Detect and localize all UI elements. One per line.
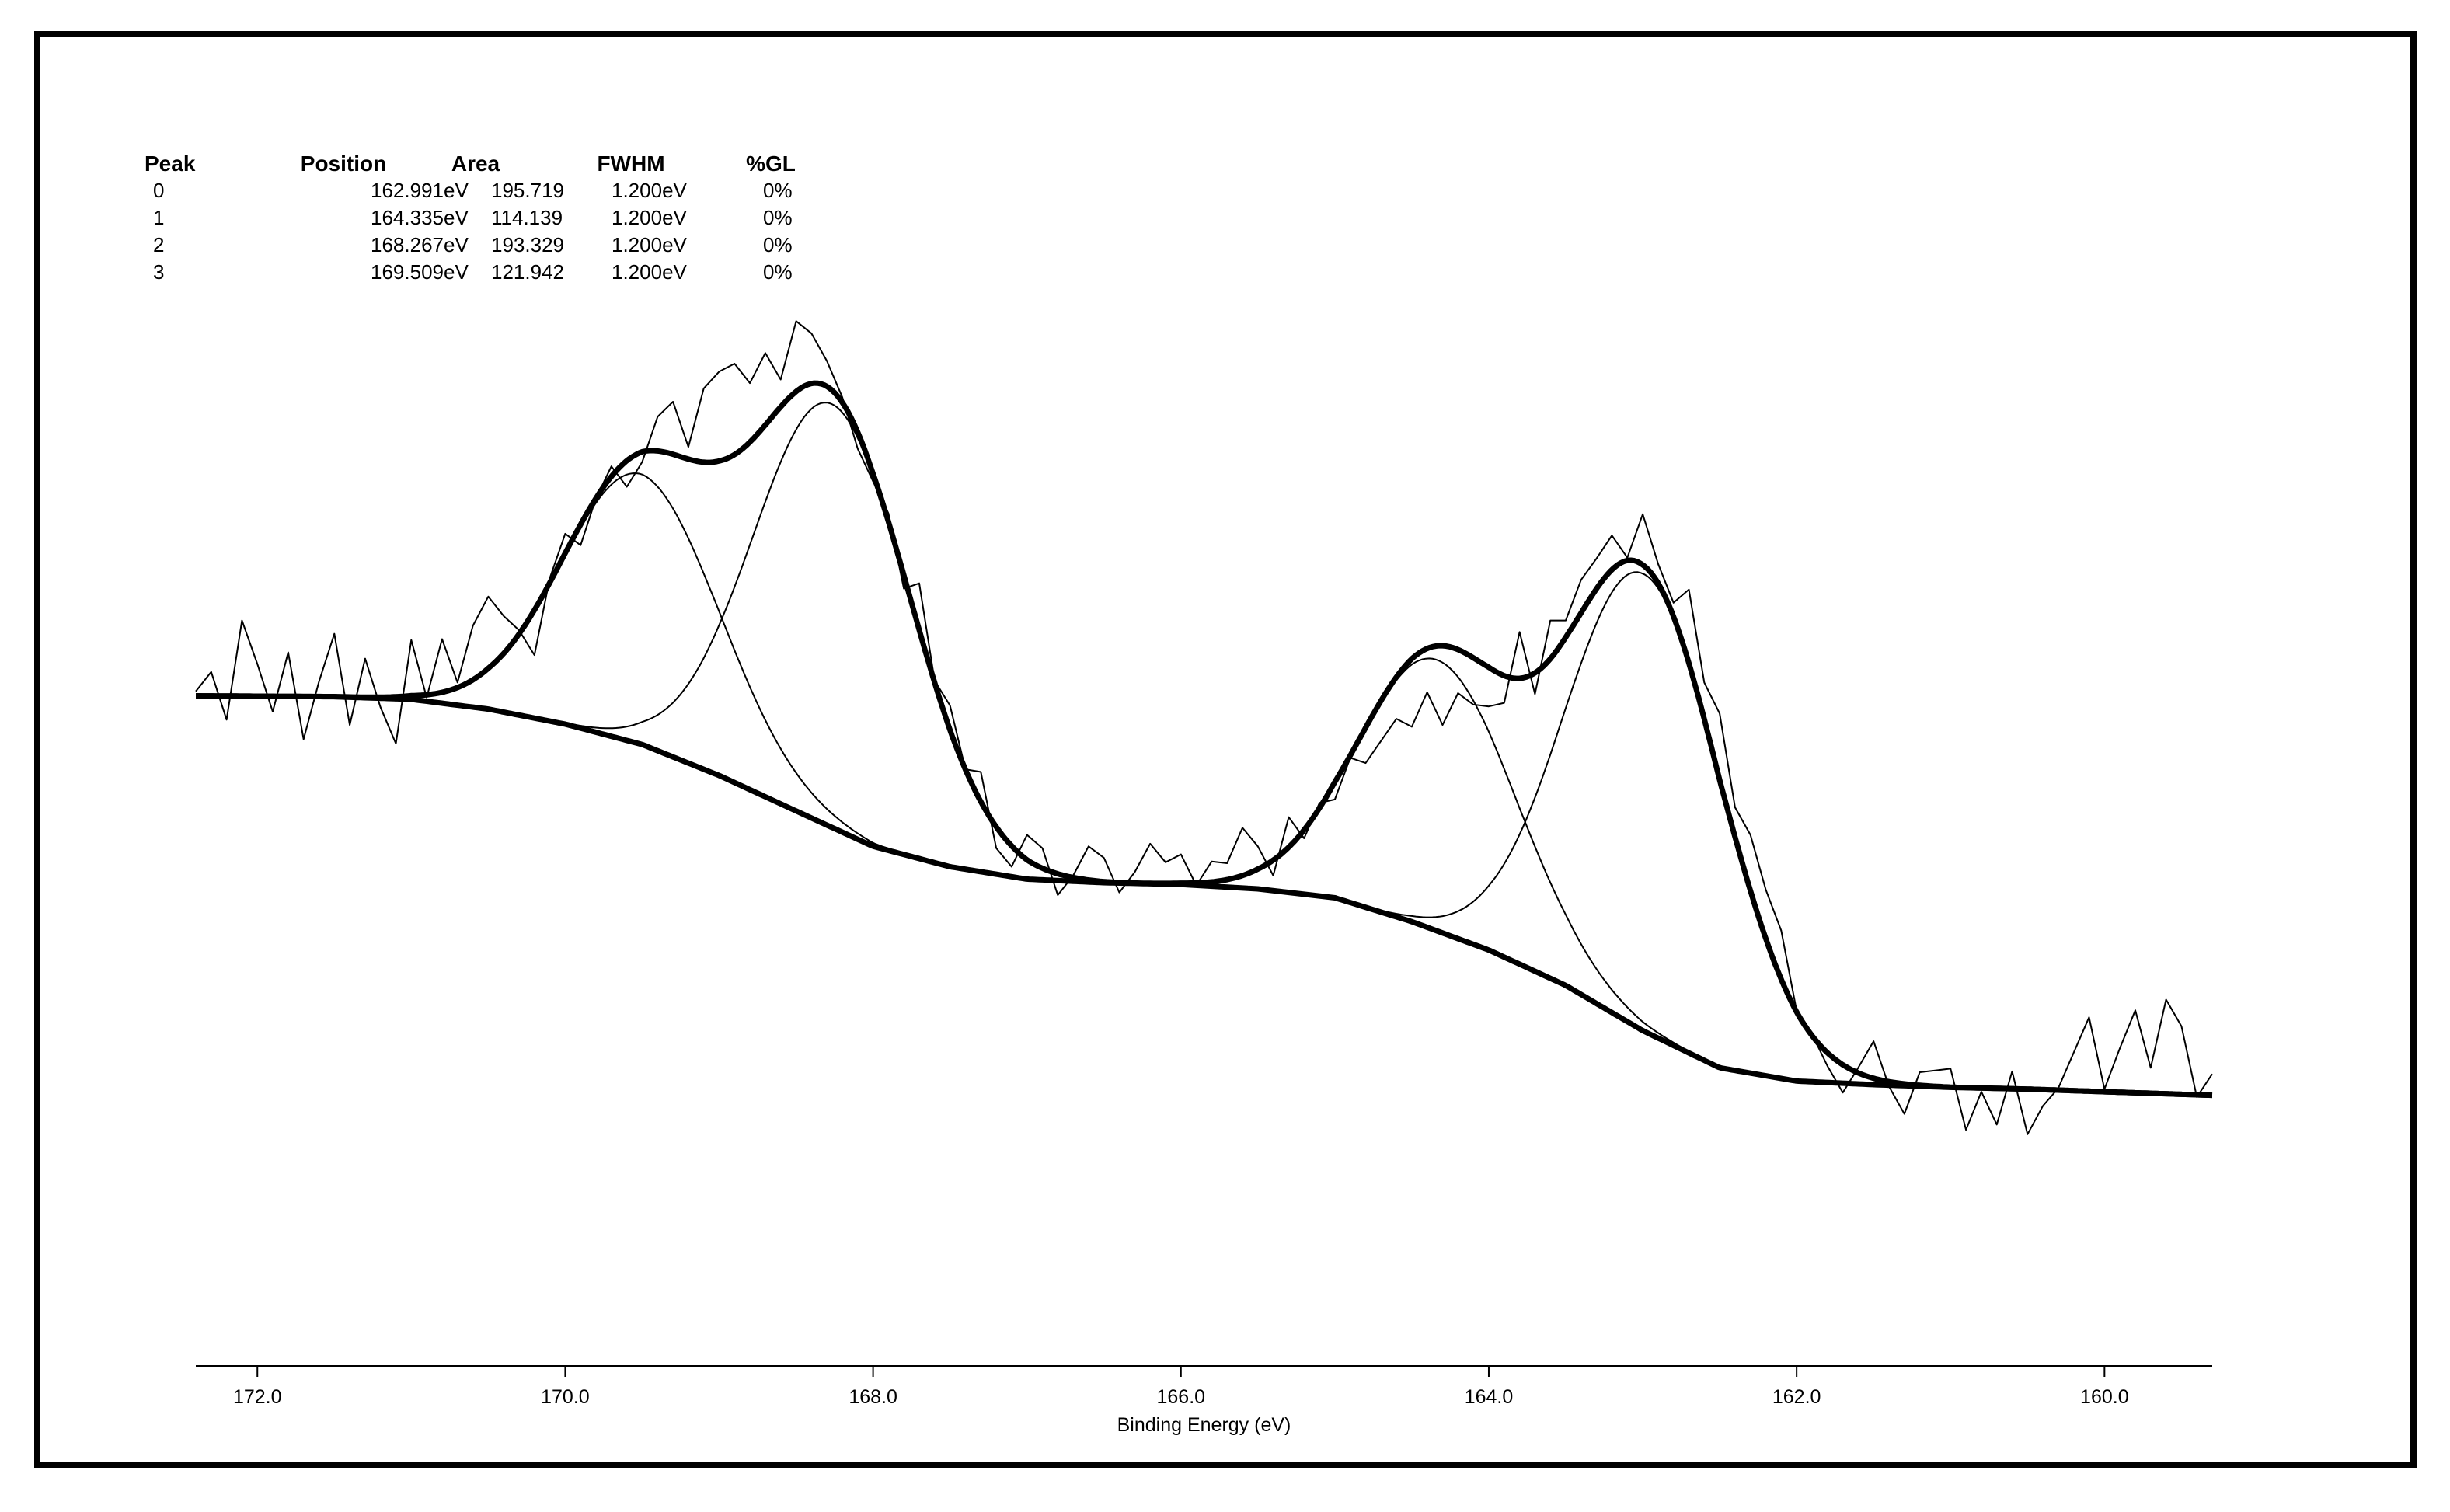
table-cell: 1.200eV [612,260,688,284]
raw-spectrum-line [195,320,2213,1135]
table-header: %GL [746,152,796,176]
table-header: Area [451,152,500,176]
table-cell: 1.200eV [612,233,688,256]
table-cell: 195.719 [491,179,564,202]
table-cell: 162.991eV [371,179,469,202]
table-header: Peak [145,152,196,176]
background-line [196,693,2213,1099]
table-cell: 0% [763,206,793,229]
x-tick-label: 170.0 [541,1386,590,1408]
component-peak-0 [1244,571,2044,1091]
table-cell: 114.139 [491,206,563,229]
table-cell: 1.200eV [612,179,688,202]
x-tick-label: 160.0 [2080,1386,2129,1408]
chart-frame: Peak Position Area FWHM %GL 0 162.991eV 195.71… [34,31,2417,1468]
table-cell: 3 [153,260,164,284]
table-cell: 0% [763,233,793,256]
table-cell: 1 [153,206,164,229]
table-cell: 1.200eV [612,206,688,229]
table-cell: 168.267eV [371,233,469,256]
peak-table: Peak Position Area FWHM %GL 0 162.991eV 195.71… [145,152,796,284]
component-peak-1 [1039,657,1836,1084]
table-cell: 0% [763,260,793,284]
table-cell: 0% [763,179,793,202]
x-tick-label: 164.0 [1465,1386,1514,1408]
x-tick-label: 168.0 [849,1386,897,1408]
table-cell: 164.335eV [371,206,469,229]
x-tick-label: 172.0 [233,1386,282,1408]
component-peak-3 [242,472,1040,881]
x-tick-label: 166.0 [1157,1386,1206,1408]
xps-chart: Peak Position Area FWHM %GL 0 162.991eV 195.71… [145,152,2213,1436]
x-axis: 172.0 170.0 168.0 166.0 164.0 162.0 160.0 Bind… [196,1365,2212,1436]
table-cell: 0 [153,179,164,202]
table-header: Position [301,152,386,176]
x-tick-label: 162.0 [1772,1386,1821,1408]
table-cell: 193.329 [491,233,564,256]
table-header: FWHM [597,152,664,176]
table-cell: 121.942 [491,260,564,284]
table-cell: 169.509eV [371,260,469,284]
table-cell: 2 [153,233,164,256]
x-axis-label: Binding Energy (eV) [1117,1414,1291,1436]
envelope-line [196,380,2213,1099]
series-layer [195,320,2213,1135]
